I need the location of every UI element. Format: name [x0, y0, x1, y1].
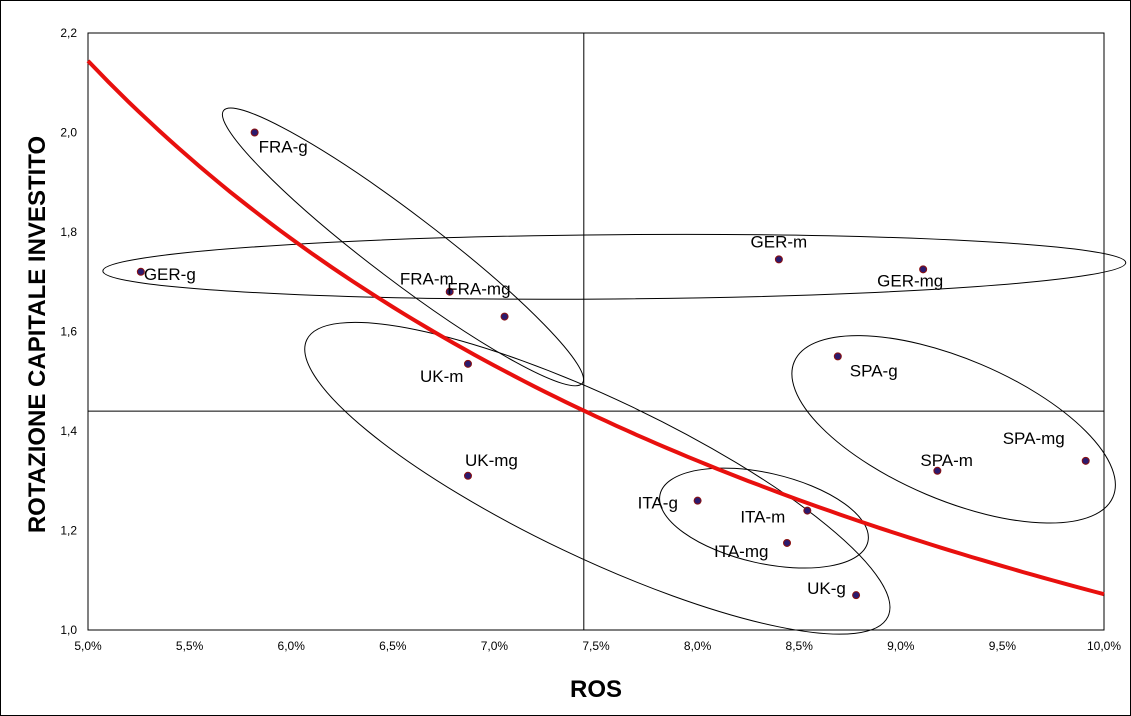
point-label: UK-g [807, 579, 846, 598]
x-tick-label: 9,5% [989, 639, 1017, 653]
data-point [852, 591, 861, 600]
data-point [500, 312, 509, 321]
group-outline [304, 321, 891, 635]
point-label: ITA-g [638, 494, 678, 513]
plot-border [87, 32, 1105, 631]
point-label: UK-mg [465, 451, 518, 470]
point-label: GER-mg [877, 271, 943, 290]
group-outline [102, 233, 1127, 300]
point-label: UK-m [420, 367, 463, 386]
x-tick-label: 5,0% [74, 639, 102, 653]
point-label: ITA-m [740, 508, 785, 527]
point-label: FRA-mg [447, 280, 510, 299]
data-point [933, 466, 942, 475]
point-label: GER-g [144, 265, 196, 284]
data-point [833, 352, 842, 361]
x-axis-title: ROS [570, 676, 622, 703]
point-label: SPA-mg [1003, 429, 1065, 448]
group-outline [791, 335, 1116, 524]
data-point [919, 265, 928, 274]
x-tick-label: 7,0% [481, 639, 509, 653]
x-tick-label: 6,0% [278, 639, 306, 653]
group-outlines [102, 107, 1127, 635]
group-outline [659, 467, 869, 569]
x-tick-label: 6,5% [379, 639, 407, 653]
data-point [250, 128, 259, 137]
y-tick-labels: 1,0 1,2 1,4 1,6 1,8 2,0 2,2 [60, 26, 77, 637]
data-point [463, 471, 472, 480]
x-tick-labels: 5,0% 5,5% 6,0% 6,5% 7,0% 7,5% 8,0% 8,5% 9,0% 9,5%… [74, 639, 1121, 653]
point-label: SPA-m [920, 451, 973, 470]
y-tick-label: 2,2 [60, 26, 77, 40]
y-tick-label: 1,4 [60, 424, 77, 438]
x-tick-label: 10,0% [1087, 639, 1121, 653]
y-tick-label: 1,2 [60, 524, 77, 538]
point-label: FRA-m [400, 270, 454, 289]
data-point [803, 506, 812, 515]
y-axis-title: ROTAZIONE CAPITALE INVESTITO [24, 136, 51, 533]
point-label: GER-m [751, 232, 808, 251]
x-tick-label: 5,5% [176, 639, 204, 653]
data-point [783, 538, 792, 547]
y-tick-label: 1,0 [60, 623, 77, 637]
data-point [136, 267, 145, 276]
data-point [445, 287, 454, 296]
y-tick-label: 1,6 [60, 325, 77, 339]
x-tick-label: 8,0% [684, 639, 712, 653]
y-tick-label: 1,8 [60, 225, 77, 239]
y-tick-label: 2,0 [60, 126, 77, 140]
point-label: ITA-mg [714, 542, 768, 561]
data-point [463, 359, 472, 368]
data-point [693, 496, 702, 505]
iso-roi-curve [86, 59, 1105, 597]
x-tick-label: 8,5% [786, 639, 814, 653]
point-label: SPA-g [850, 361, 898, 380]
data-point [1081, 456, 1090, 465]
group-outline [221, 107, 585, 387]
data-points [136, 128, 1090, 600]
x-tick-label: 9,0% [887, 639, 915, 653]
data-point [774, 255, 783, 264]
point-label: FRA-g [259, 138, 308, 157]
x-tick-label: 7,5% [582, 639, 610, 653]
